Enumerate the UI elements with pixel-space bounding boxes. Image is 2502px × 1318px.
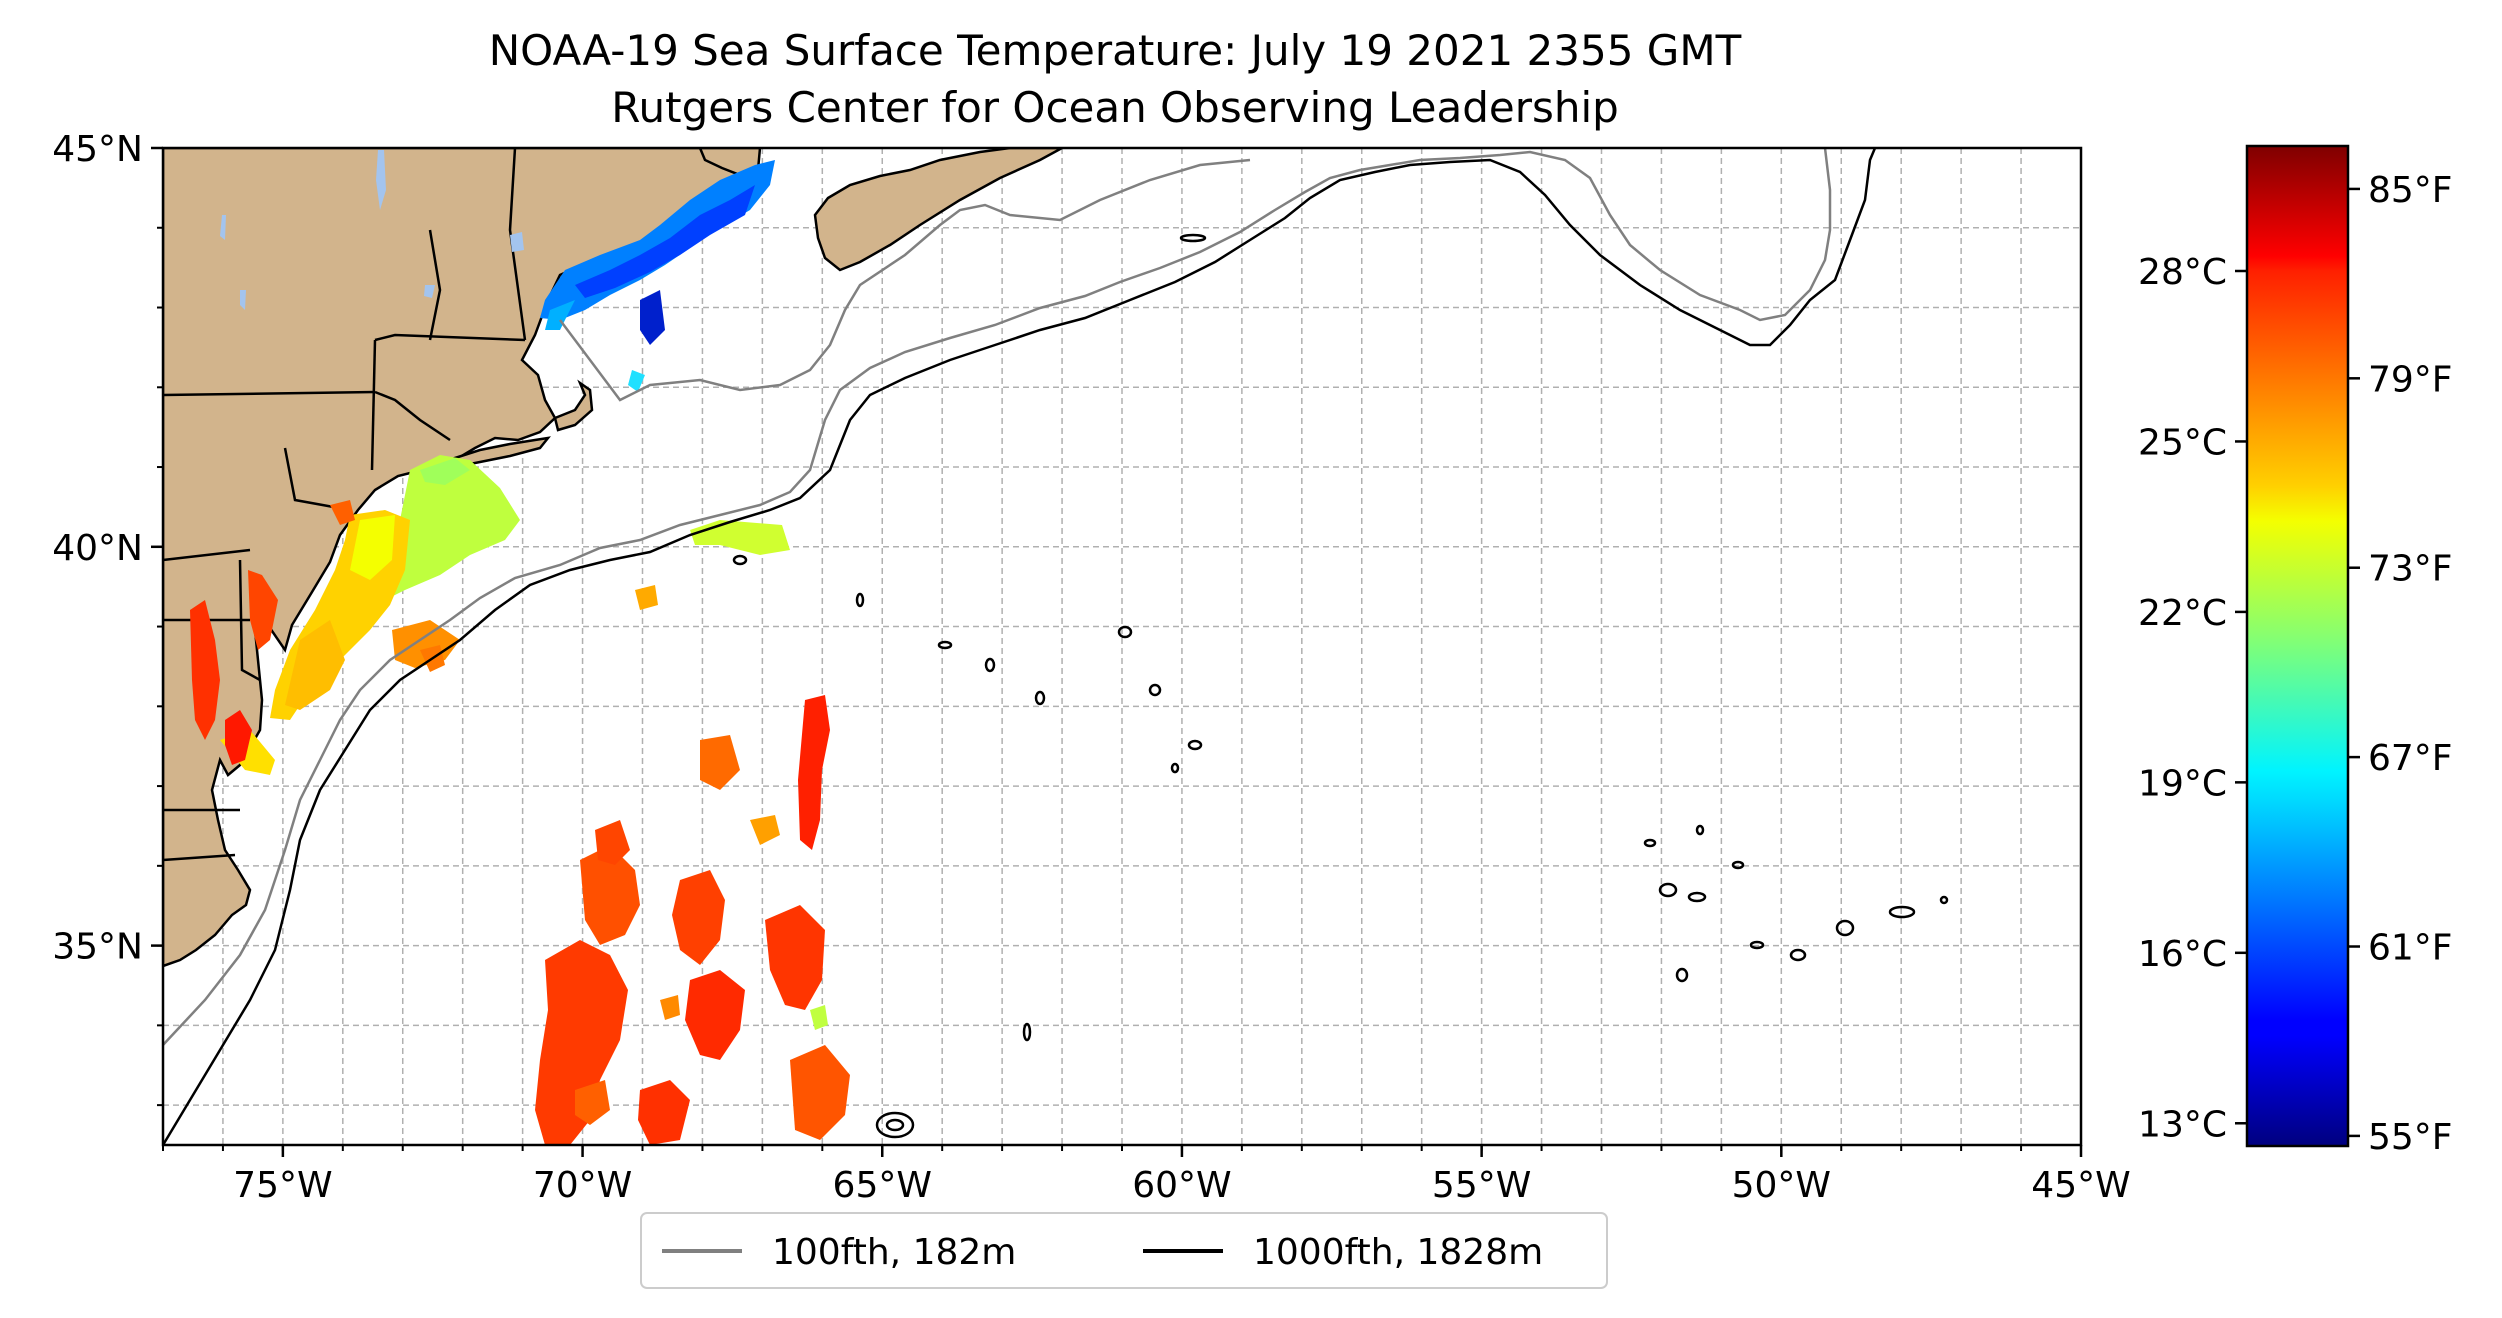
x-tick-label: 70°W (533, 1165, 632, 1206)
y-tick-label: 40°N (52, 528, 143, 569)
colorbar-fahrenheit-label: 85°F (2368, 170, 2453, 211)
colorbar-fahrenheit-label: 67°F (2368, 738, 2453, 779)
x-tick-label: 65°W (833, 1165, 932, 1206)
x-tick-label: 50°W (1732, 1165, 1831, 1206)
colorbar-fahrenheit-label: 55°F (2368, 1117, 2453, 1158)
x-tick-label: 45°W (2031, 1165, 2130, 1206)
sst-gulf-of-maine (540, 160, 775, 392)
y-axis-ticks: 45°N 40°N 35°N (52, 129, 163, 1107)
colorbar-fahrenheit-label: 73°F (2368, 549, 2453, 590)
colorbar-fahrenheit-label: 79°F (2368, 359, 2453, 400)
legend: 100fth, 182m 1000fth, 1828m (640, 1212, 1608, 1289)
x-tick-label: 75°W (233, 1165, 332, 1206)
legend-box (640, 1212, 1608, 1289)
colorbar-celsius-label: 28°C (2138, 252, 2227, 293)
map-panel (163, 148, 2081, 1145)
y-tick-label: 35°N (52, 927, 143, 968)
chart-title-line2: Rutgers Center for Ocean Observing Leade… (611, 83, 1619, 132)
lakes (220, 150, 524, 310)
colorbar-celsius-label: 16°C (2138, 934, 2227, 975)
seamounts (732, 233, 1949, 1139)
colorbar-celsius-label: 25°C (2138, 422, 2227, 463)
chart-title-line1: NOAA-19 Sea Surface Temperature: July 19… (489, 26, 1742, 75)
legend-label-100fth: 100fth, 182m (772, 1232, 1016, 1273)
colorbar-fahrenheit-ticks: 85°F 79°F 73°F 67°F 61°F 55°F (2348, 170, 2453, 1158)
land-nova-scotia (813, 148, 1063, 272)
y-tick-label: 45°N (52, 129, 143, 170)
colorbar-gradient (2245, 144, 2350, 1148)
colorbar-celsius-label: 22°C (2138, 593, 2227, 634)
colorbar-celsius-label: 19°C (2138, 763, 2227, 804)
colorbar-fahrenheit-label: 61°F (2368, 928, 2453, 969)
colorbar: 28°C 25°C 22°C 19°C 16°C 13°C 85°F 79°F 73°F 67°… (2138, 144, 2453, 1158)
x-tick-label: 55°W (1432, 1165, 1531, 1206)
isobath-100fth-gom (559, 158, 1251, 402)
x-axis-ticks: 75°W 70°W 65°W 60°W 55°W 50°W 45°W (162, 1145, 2131, 1206)
sst-gulf-stream (535, 695, 850, 1145)
colorbar-celsius-ticks: 28°C 25°C 22°C 19°C 16°C 13°C (2138, 252, 2247, 1145)
land-cape-cod (553, 379, 594, 432)
isobath-1000fth (163, 148, 1877, 1145)
x-tick-label: 60°W (1132, 1165, 1231, 1206)
colorbar-celsius-label: 13°C (2138, 1104, 2227, 1145)
sst-chesapeake (190, 500, 355, 765)
isobath-100fth (163, 148, 1832, 1046)
legend-label-1000fth: 1000fth, 1828m (1253, 1232, 1543, 1273)
sst-mid-atlantic-bight (220, 455, 790, 775)
